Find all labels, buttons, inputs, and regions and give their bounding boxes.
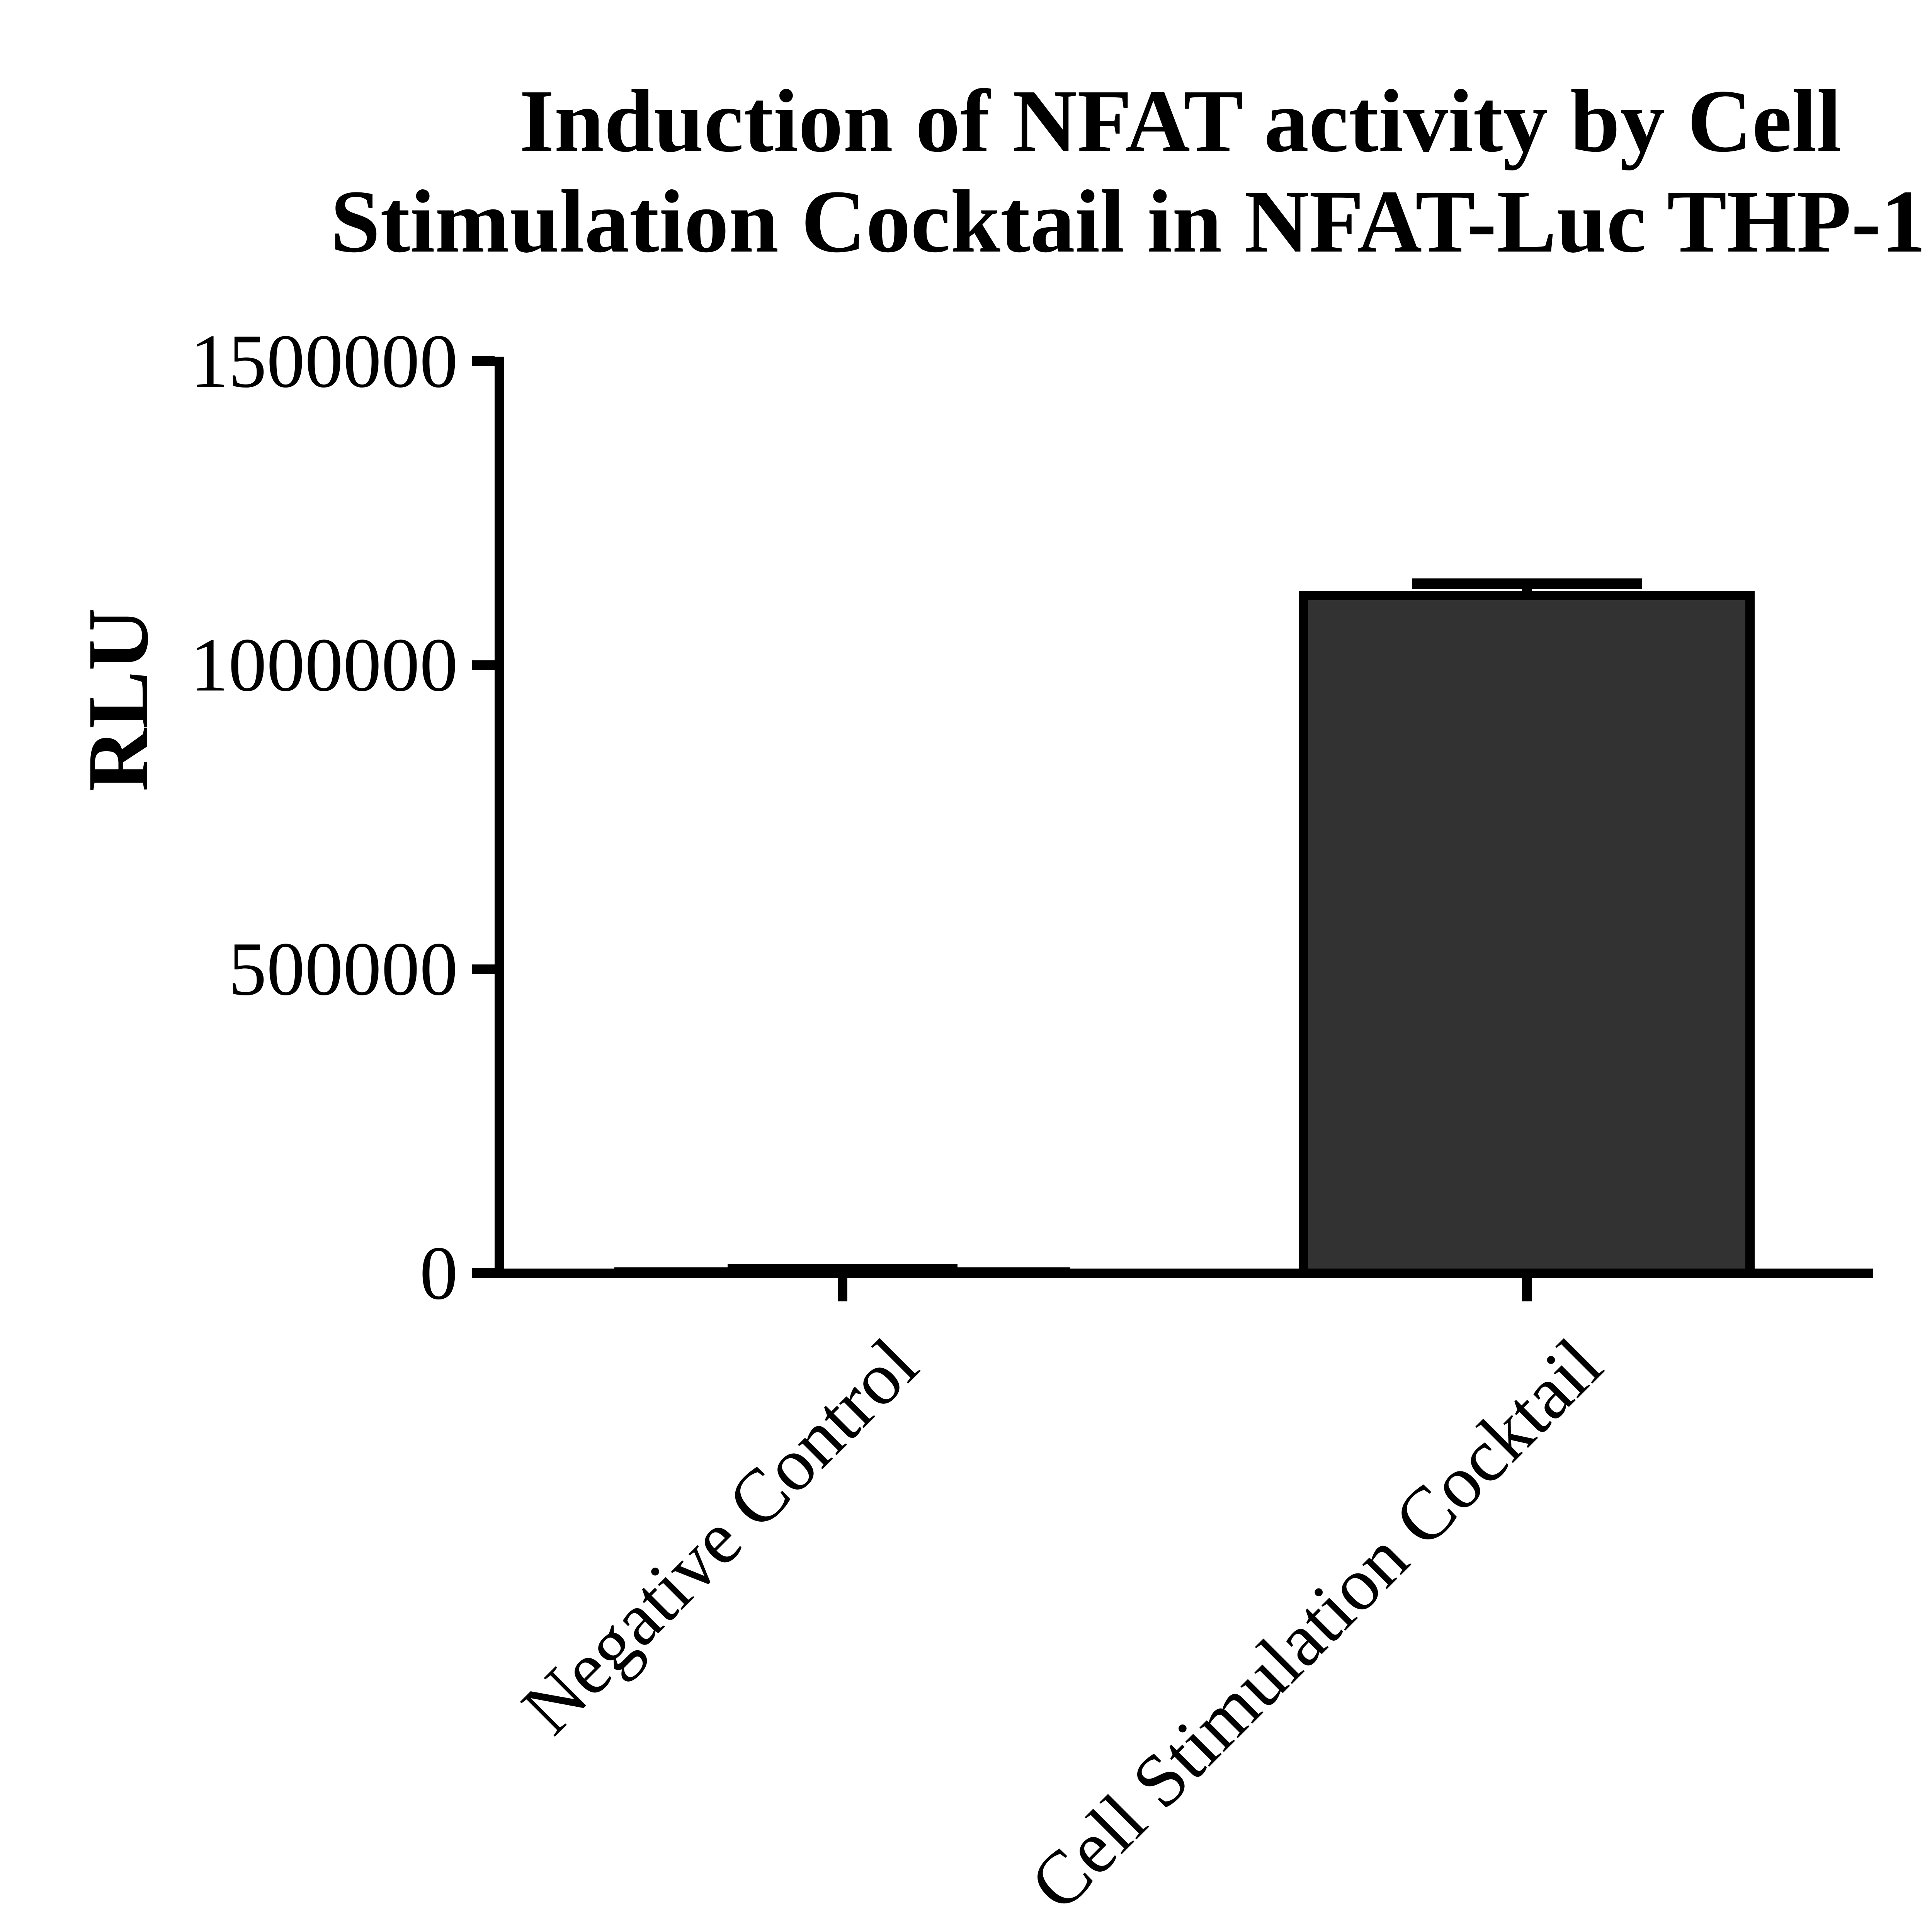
bar	[614, 1267, 1070, 1278]
x-tick-cell-stimulation-cocktail	[1522, 1278, 1532, 1301]
x-tick-negative-control	[838, 1278, 847, 1301]
y-tick-500000	[472, 964, 495, 974]
y-tick-1000000	[472, 660, 495, 670]
y-tick-1500000	[472, 356, 495, 366]
error-bar-cap	[1412, 578, 1642, 589]
y-tick-label-1000000: 1000000	[190, 622, 458, 707]
chart-title: Induction of NFAT activity by Cell Stimu…	[330, 71, 1932, 272]
x-category-label-negative-control: Negative Control	[506, 1322, 934, 1750]
y-tick-label-0: 0	[420, 1231, 458, 1315]
chart-title-line1: Induction of NFAT activity by Cell	[519, 71, 1842, 171]
y-tick-label-1500000: 1500000	[190, 319, 458, 403]
y-tick-label-500000: 500000	[228, 927, 458, 1011]
chart-title-line2: Stimulation Cocktail in NFAT-Luc THP-1（C…	[330, 172, 1932, 271]
y-axis-line	[495, 357, 504, 1278]
y-tick-0	[472, 1268, 495, 1278]
x-category-label-cell-stimulation-cocktail: Cell Stimulation Cocktail	[1014, 1322, 1618, 1926]
bar	[1299, 590, 1755, 1278]
